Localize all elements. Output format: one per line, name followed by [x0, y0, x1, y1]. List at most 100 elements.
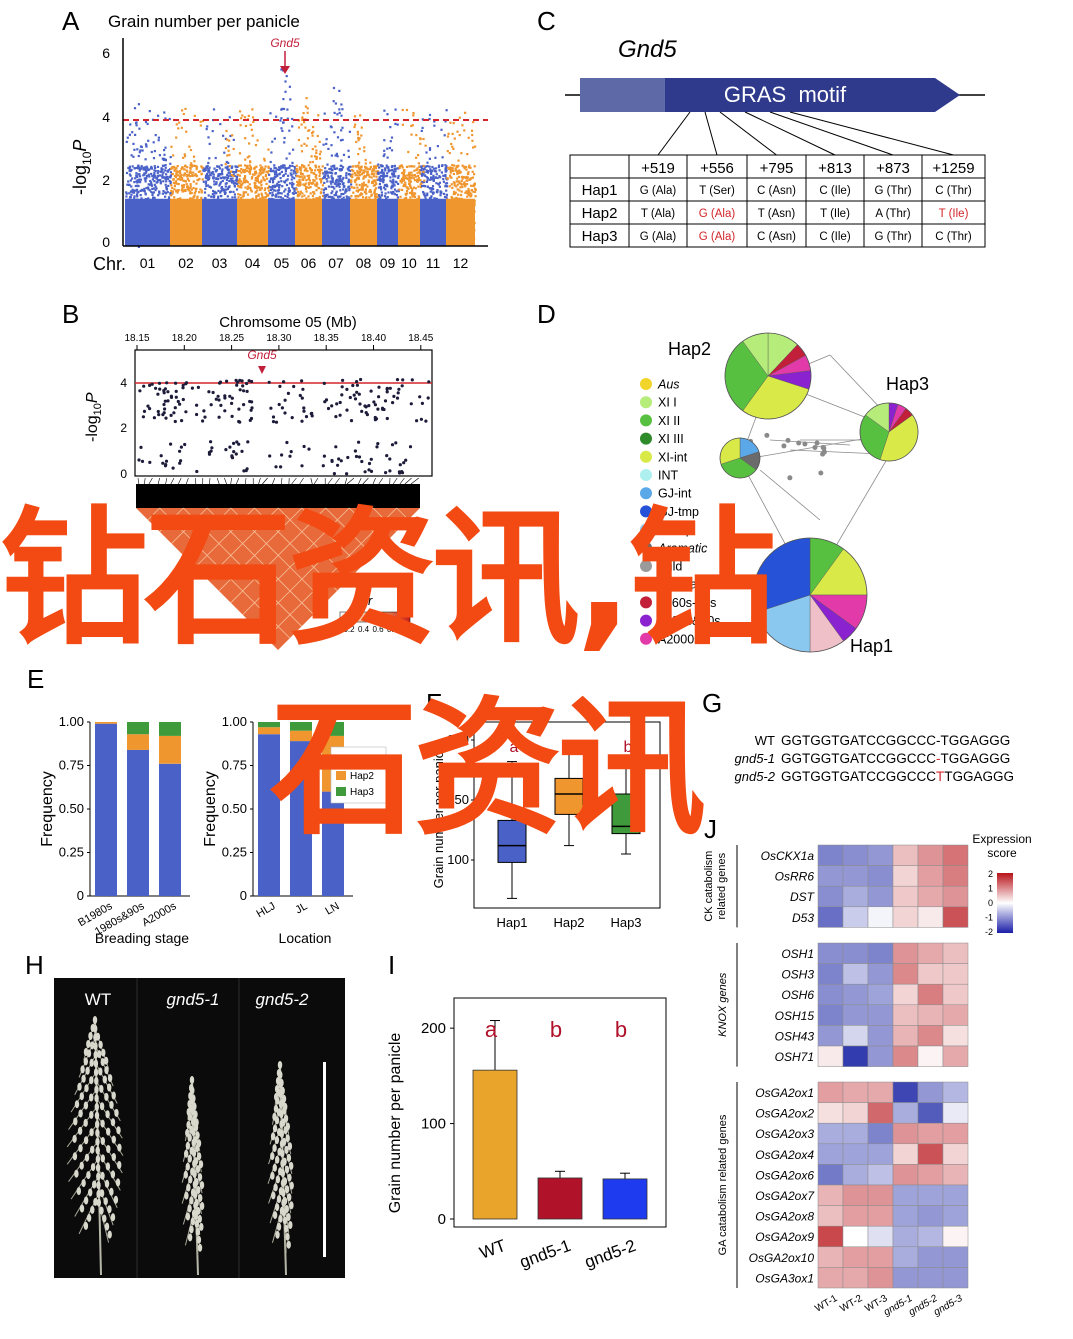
snp-point — [397, 176, 400, 179]
legend-swatch-5 — [640, 469, 652, 481]
network-node — [814, 440, 820, 446]
grain — [279, 1129, 284, 1138]
snp-point — [430, 195, 433, 198]
snp-point — [368, 196, 371, 199]
snp-point — [337, 184, 340, 187]
peak-point — [338, 111, 341, 114]
snp-point — [428, 165, 431, 168]
snp-point — [273, 185, 277, 189]
snp-point — [444, 175, 447, 178]
snp-point — [380, 188, 383, 191]
snp-point — [291, 125, 294, 128]
snp-point — [216, 165, 219, 168]
snp-dot — [209, 440, 213, 444]
ld-connector — [358, 477, 362, 485]
snp-point — [292, 196, 295, 199]
heat-cell — [842, 1205, 869, 1227]
snp-point — [379, 196, 382, 199]
heat-cell — [842, 1246, 869, 1268]
snp-point — [426, 171, 429, 174]
snp-point — [149, 167, 153, 170]
snp-dot — [358, 402, 362, 406]
snp-point — [129, 195, 132, 198]
snp-point — [277, 166, 281, 169]
snp-point — [284, 194, 287, 197]
panicle-wt — [66, 1016, 124, 1276]
heat-cell — [942, 963, 969, 985]
heat-cell — [917, 1025, 944, 1047]
snp-point — [449, 174, 452, 177]
snp-point — [330, 175, 333, 178]
grain — [270, 1132, 276, 1141]
i-ytick-1: 100 — [421, 1116, 446, 1133]
snp-point — [448, 185, 451, 188]
j-gene-D53: D53 — [792, 911, 814, 925]
snp-point — [173, 185, 176, 188]
snp-point — [287, 174, 290, 177]
peak-point — [230, 170, 233, 173]
peak-point — [284, 80, 287, 83]
snp-point — [184, 180, 187, 183]
e-location-ylabel: Frequency — [202, 771, 219, 847]
hap2-pie — [724, 332, 812, 420]
snp-point — [298, 192, 301, 195]
snp-point — [234, 179, 238, 182]
snp-point — [239, 184, 242, 187]
snp-point — [281, 185, 284, 188]
snp-point — [361, 185, 364, 188]
snp-dot — [388, 457, 392, 461]
snp-point — [348, 180, 351, 183]
snp-point — [182, 156, 185, 159]
snp-point — [442, 178, 445, 181]
snp-point — [224, 176, 227, 179]
snp-point — [195, 165, 198, 169]
snp-point — [147, 186, 150, 189]
snp-point — [145, 145, 148, 148]
snp-point — [299, 169, 302, 172]
ld-grid-line — [230, 507, 326, 604]
e-location-bar-hap3-1 — [290, 722, 312, 731]
snp-point — [401, 177, 404, 180]
snp-point — [315, 177, 318, 180]
snp-point — [247, 167, 250, 170]
snp-point — [399, 164, 402, 167]
snp-point — [287, 187, 290, 190]
peak-point — [289, 98, 292, 101]
grain — [94, 1094, 99, 1103]
j-gene-OsGA2ox1: OsGA2ox1 — [755, 1086, 814, 1100]
heat-cell — [892, 1004, 919, 1026]
snp-dot — [288, 454, 292, 458]
snp-point — [342, 188, 345, 191]
snp-point — [350, 186, 353, 189]
snp-point — [304, 187, 307, 191]
j-gene-OsGA2ox4: OsGA2ox4 — [755, 1148, 814, 1162]
grain — [93, 1050, 98, 1059]
snp-dot — [181, 386, 185, 390]
snp-dot — [228, 445, 232, 449]
panel-b-xtick-4: 18.35 — [314, 333, 339, 344]
chromosome-09-points — [377, 108, 400, 247]
snp-point — [466, 179, 469, 182]
snp-point — [183, 153, 186, 156]
snp-point — [291, 192, 294, 195]
snp-point — [313, 192, 316, 195]
snp-point — [254, 144, 258, 147]
snp-point — [341, 166, 345, 169]
snp-point — [293, 190, 296, 193]
snp-point — [472, 184, 475, 188]
snp-point — [358, 183, 361, 187]
snp-point — [185, 174, 188, 177]
snp-point — [268, 173, 271, 176]
snp-point — [404, 177, 407, 180]
snp-point — [173, 168, 176, 171]
snp-dot — [242, 403, 246, 407]
snp-point — [349, 165, 352, 168]
snp-point — [333, 167, 336, 170]
snp-point — [455, 185, 458, 188]
snp-point — [147, 139, 150, 142]
snp-point — [427, 170, 430, 173]
snp-point — [211, 192, 214, 196]
grain — [289, 1201, 294, 1210]
panel-b-xtick-1: 18.20 — [172, 333, 197, 344]
snp-dot — [210, 446, 214, 450]
